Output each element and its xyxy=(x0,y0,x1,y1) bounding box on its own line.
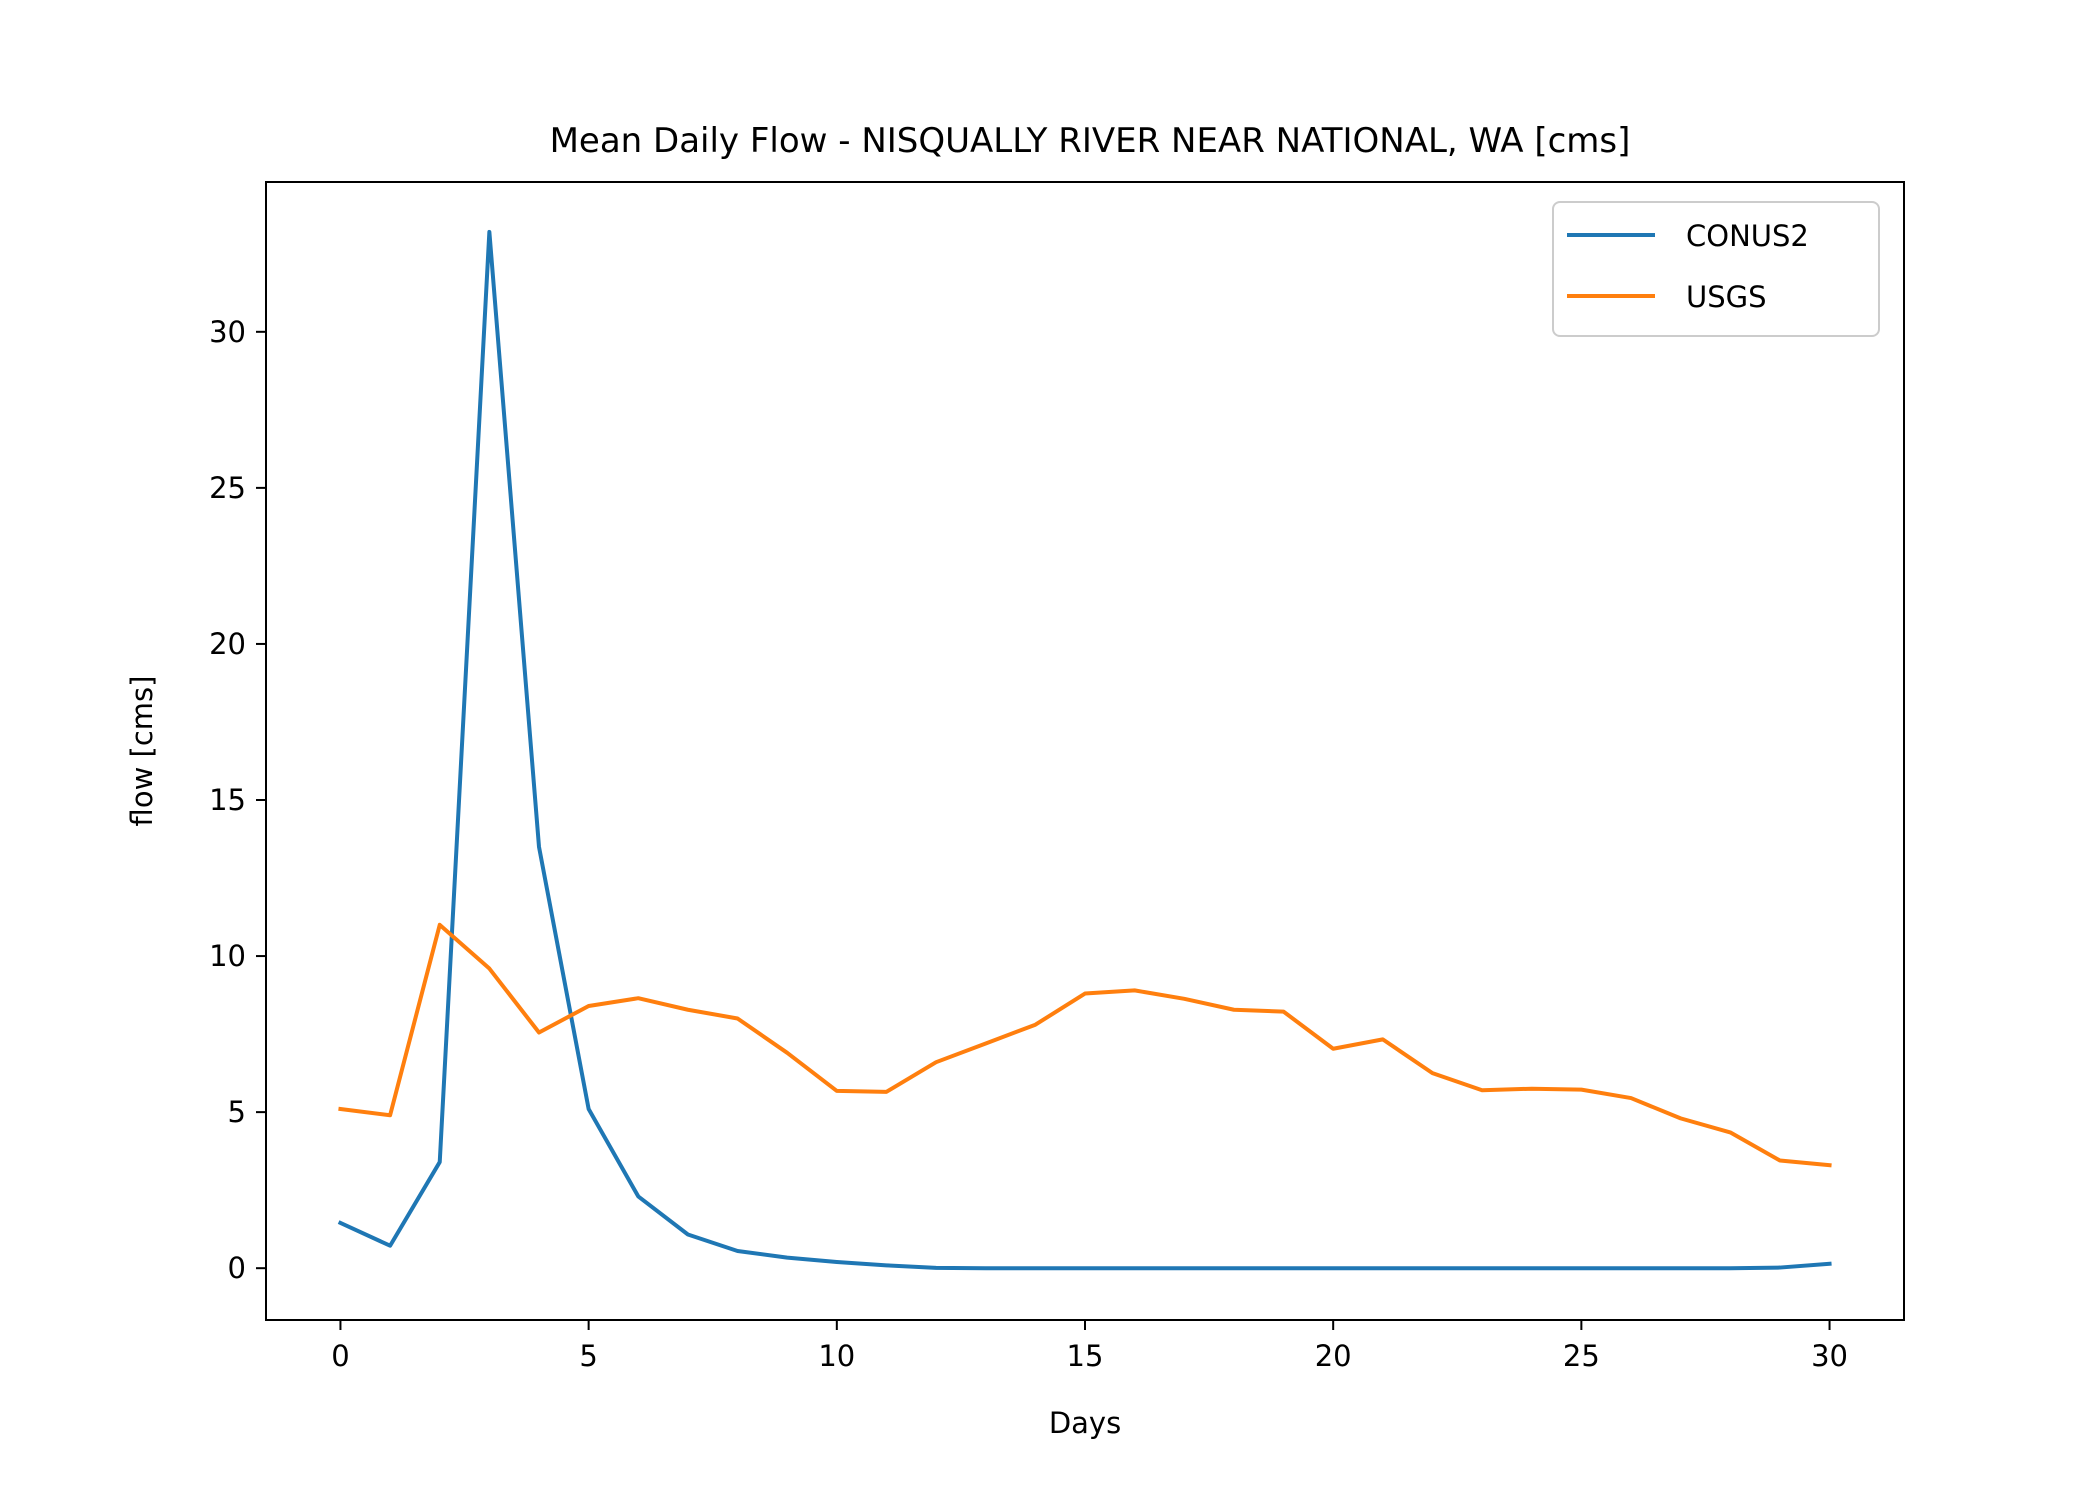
y-tick-label: 25 xyxy=(209,471,246,505)
y-tick-label: 20 xyxy=(209,627,246,661)
y-tick-label: 30 xyxy=(209,315,246,349)
legend-label-usgs: USGS xyxy=(1686,280,1767,314)
legend: CONUS2 USGS xyxy=(1552,201,1880,337)
y-axis-ticks: 0 5 10 15 20 25 30 xyxy=(209,315,266,1285)
x-tick-label: 5 xyxy=(579,1339,597,1373)
plot-content xyxy=(337,229,1832,1271)
x-tick-label: 0 xyxy=(331,1339,349,1373)
x-tick-label: 30 xyxy=(1811,1339,1848,1373)
y-tick-label: 0 xyxy=(228,1251,246,1285)
y-tick-label: 5 xyxy=(228,1095,246,1129)
x-axis-label: Days xyxy=(1049,1406,1121,1440)
x-axis-ticks: 0 5 10 15 20 25 30 xyxy=(331,1320,1848,1373)
x-tick-label: 10 xyxy=(818,1339,855,1373)
x-tick-label: 15 xyxy=(1067,1339,1104,1373)
legend-label-conus2: CONUS2 xyxy=(1686,219,1809,253)
x-tick-label: 25 xyxy=(1563,1339,1600,1373)
y-axis-label: flow [cms] xyxy=(125,676,159,827)
y-tick-label: 15 xyxy=(209,783,246,817)
series-line-usgs xyxy=(338,922,1832,1168)
chart-title: Mean Daily Flow - NISQUALLY RIVER NEAR N… xyxy=(550,121,1631,161)
y-tick-label: 10 xyxy=(209,939,246,973)
series-line-conus2 xyxy=(337,229,1832,1271)
x-tick-label: 20 xyxy=(1315,1339,1352,1373)
